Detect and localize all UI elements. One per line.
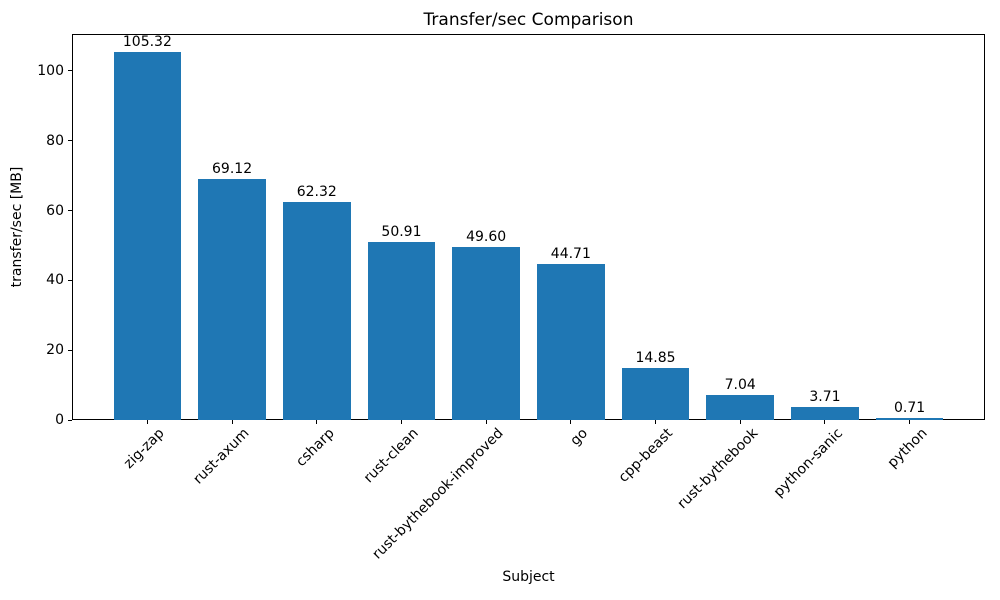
bar-python-sanic <box>791 407 859 420</box>
bar-zig-zap <box>113 52 182 420</box>
x-tick-mark <box>231 420 233 424</box>
x-tick-label-rust-axum: rust-axum <box>190 425 253 488</box>
bar-value-label: 105.32 <box>122 34 172 51</box>
bar-go <box>536 263 605 420</box>
y-tick-label-80: 80 <box>46 132 64 149</box>
x-tick-label-python-sanic: python-sanic <box>770 425 846 501</box>
y-tick-mark <box>68 70 72 72</box>
x-tick-label-go: go <box>567 425 592 449</box>
bar-rust-bythebook-improved <box>452 246 521 420</box>
x-tick-mark <box>909 420 911 424</box>
y-tick-label-60: 60 <box>46 202 64 219</box>
bar-cpp-beast <box>621 368 690 420</box>
bar-value-label: 69.12 <box>212 160 253 177</box>
x-axis-label: Subject <box>502 569 555 585</box>
y-tick-mark <box>68 140 72 142</box>
bar-value-label: 49.60 <box>466 228 507 245</box>
x-tick-label-cpp-beast: cpp-beast <box>615 425 677 486</box>
y-tick-mark <box>68 419 72 421</box>
x-tick-label-rust-bythebook: rust-bythebook <box>674 425 761 513</box>
y-tick-label-40: 40 <box>46 272 64 289</box>
bar-value-label: 14.85 <box>635 350 676 367</box>
x-tick-label-rust-clean: rust-clean <box>361 425 423 487</box>
bar-value-label: 0.71 <box>894 399 926 416</box>
y-tick-mark <box>68 279 72 281</box>
bar-value-label: 3.71 <box>809 389 841 406</box>
x-tick-label-zig-zap: zig-zap <box>121 425 168 472</box>
x-tick-mark <box>146 420 148 424</box>
x-tick-mark <box>316 420 318 424</box>
x-tick-mark <box>739 420 741 424</box>
y-axis-label: transfer/sec [MB] <box>9 166 25 288</box>
bar-rust-clean <box>367 242 436 420</box>
x-tick-mark <box>824 420 826 424</box>
bar-value-label: 44.71 <box>550 245 591 262</box>
y-tick-mark <box>68 349 72 351</box>
x-tick-mark <box>485 420 487 424</box>
y-tick-label-100: 100 <box>37 62 64 79</box>
x-tick-mark <box>570 420 572 424</box>
x-tick-label-python: python <box>884 425 931 472</box>
x-tick-mark <box>400 420 402 424</box>
bar-value-label: 62.32 <box>296 184 337 201</box>
bar-value-label: 50.91 <box>381 224 422 241</box>
y-tick-label-20: 20 <box>46 342 64 359</box>
bar-rust-axum <box>198 178 266 420</box>
chart-title: Transfer/sec Comparison <box>423 10 634 30</box>
x-tick-mark <box>655 420 657 424</box>
bar-rust-bythebook <box>706 395 775 420</box>
y-tick-mark <box>68 210 72 212</box>
bar-python <box>875 417 944 420</box>
bar-csharp <box>282 202 351 420</box>
x-tick-label-csharp: csharp <box>292 425 338 470</box>
y-tick-label-0: 0 <box>55 412 64 428</box>
bar-value-label: 7.04 <box>724 377 756 394</box>
